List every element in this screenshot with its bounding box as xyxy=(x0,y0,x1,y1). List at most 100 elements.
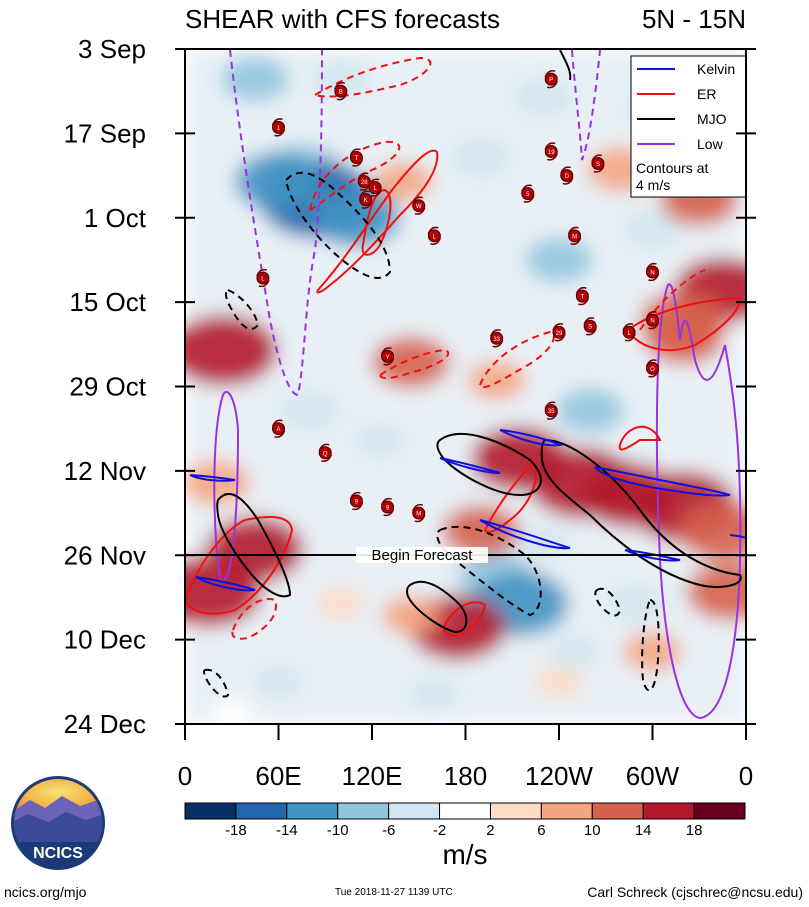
colorbar-swatch xyxy=(286,802,339,820)
storm-label: 33 xyxy=(493,337,500,343)
storm-arm xyxy=(318,443,332,462)
storm-arm xyxy=(380,347,395,366)
shear-anomaly-cell xyxy=(280,391,340,431)
storm-symbol xyxy=(427,229,441,243)
storm-symbol xyxy=(349,150,363,164)
colorbar-swatch xyxy=(235,802,288,820)
storm-arm xyxy=(544,401,558,420)
er-contour xyxy=(361,188,392,256)
storm-label: L xyxy=(261,277,265,283)
storm-label: Y xyxy=(386,355,390,361)
colorbar-swatch xyxy=(489,802,542,820)
storm-label: Q xyxy=(323,451,328,457)
mjo-contour xyxy=(540,439,742,588)
shear-anomaly-cell xyxy=(686,562,746,621)
storm-arm xyxy=(334,82,348,101)
x-tick-label: 60E xyxy=(255,761,301,791)
mjo-contour xyxy=(594,587,622,617)
shear-anomaly-cell xyxy=(607,583,667,624)
legend-label-er: ER xyxy=(697,86,716,102)
kelvin-contour xyxy=(189,474,236,482)
shear-anomaly-cell xyxy=(644,312,723,365)
storm-label: 9 xyxy=(355,500,359,506)
storm-arm xyxy=(591,154,605,173)
x-tick-label: 120W xyxy=(525,761,593,791)
storm-arm xyxy=(359,190,373,209)
shear-anomaly-cell xyxy=(514,77,573,117)
mjo-contour xyxy=(641,599,660,692)
colorbar-tick-label: 10 xyxy=(584,822,601,839)
storm-label: N xyxy=(650,270,654,276)
storm-label: L xyxy=(433,234,437,240)
storm-arm xyxy=(412,196,426,215)
storm-symbol xyxy=(622,325,636,339)
storm-label: W xyxy=(416,204,422,210)
footer-left[interactable]: ncics.org/mjo xyxy=(4,884,87,900)
storm-arm xyxy=(489,329,504,348)
storm-arm xyxy=(349,491,364,511)
storm-symbol xyxy=(544,144,558,158)
colorbar-tick-label: -2 xyxy=(433,822,446,839)
storm-label: T xyxy=(355,156,359,162)
y-tick-label: 10 Dec xyxy=(64,625,146,655)
storm-label: L xyxy=(373,186,377,192)
legend: Kelvin ER MJO Low Contours at 4 m/s xyxy=(630,55,747,198)
y-tick-label: 17 Sep xyxy=(64,118,146,148)
footer-right: Carl Schreck (cjschrec@ncsu.edu) xyxy=(587,884,803,900)
storm-label: T xyxy=(581,295,585,301)
x-axis: 0 60E 120E 180 120W 60W 0 xyxy=(178,724,753,791)
mjo-contour xyxy=(203,668,230,698)
storm-arm xyxy=(349,148,364,167)
y-axis: 3 Sep 17 Sep 1 Oct 15 Oct 29 Oct 12 Nov 26 Nov… xyxy=(64,34,756,739)
shear-anomaly-cell xyxy=(678,501,746,561)
storm-label: D xyxy=(565,174,570,180)
x-tick-label: 120E xyxy=(342,761,403,791)
y-tick-label: 12 Nov xyxy=(64,456,146,486)
storm-arm xyxy=(622,323,636,342)
kelvin-contour xyxy=(479,519,571,550)
storm-symbol xyxy=(272,120,285,134)
storm-symbol xyxy=(591,157,605,171)
storm-arm xyxy=(567,226,582,245)
colorbar-tick-label: -14 xyxy=(276,822,298,839)
colorbar-tick-label: 18 xyxy=(686,822,703,839)
storm-symbol xyxy=(381,349,395,363)
storm-arm xyxy=(427,226,442,245)
shear-anomaly-cell xyxy=(234,152,323,211)
legend-label-mjo: MJO xyxy=(697,111,727,127)
storm-label: M xyxy=(416,512,421,518)
storm-label: A xyxy=(276,427,280,433)
storm-arm xyxy=(271,118,286,137)
shear-anomaly-cell xyxy=(316,587,366,620)
storm-symbol xyxy=(544,72,558,86)
er-contour xyxy=(627,296,742,351)
forecast-label-bg xyxy=(356,547,488,563)
storm-symbol xyxy=(368,181,382,195)
kelvin-contour xyxy=(594,466,731,497)
storm-symbol xyxy=(381,500,395,514)
storm-symbol xyxy=(272,422,285,436)
storm-symbol xyxy=(349,494,363,508)
colorbar-tick-label: 6 xyxy=(537,822,545,839)
er-contour xyxy=(484,460,538,533)
colorbar-swatch xyxy=(184,802,237,820)
x-tick-label: 0 xyxy=(739,761,753,791)
storm-symbol xyxy=(568,229,582,243)
colorbar-swatch xyxy=(693,802,746,820)
storm-symbol xyxy=(490,331,504,345)
low-contour xyxy=(655,283,742,720)
colorbar-tick-label: -18 xyxy=(225,822,247,839)
shear-anomaly-cell xyxy=(253,665,304,699)
er-contour xyxy=(316,149,439,294)
colorbar-swatch xyxy=(540,802,593,820)
shear-anomaly-cell xyxy=(451,137,511,178)
storm-symbol xyxy=(412,199,426,213)
storm-symbol xyxy=(544,404,558,418)
storm-symbol xyxy=(521,187,535,201)
storm-arm xyxy=(583,317,597,336)
shear-anomaly-cell xyxy=(355,424,405,458)
colorbar-tick-label: -10 xyxy=(327,822,349,839)
storm-arm xyxy=(368,178,382,197)
storm-label: 5 xyxy=(526,192,530,198)
